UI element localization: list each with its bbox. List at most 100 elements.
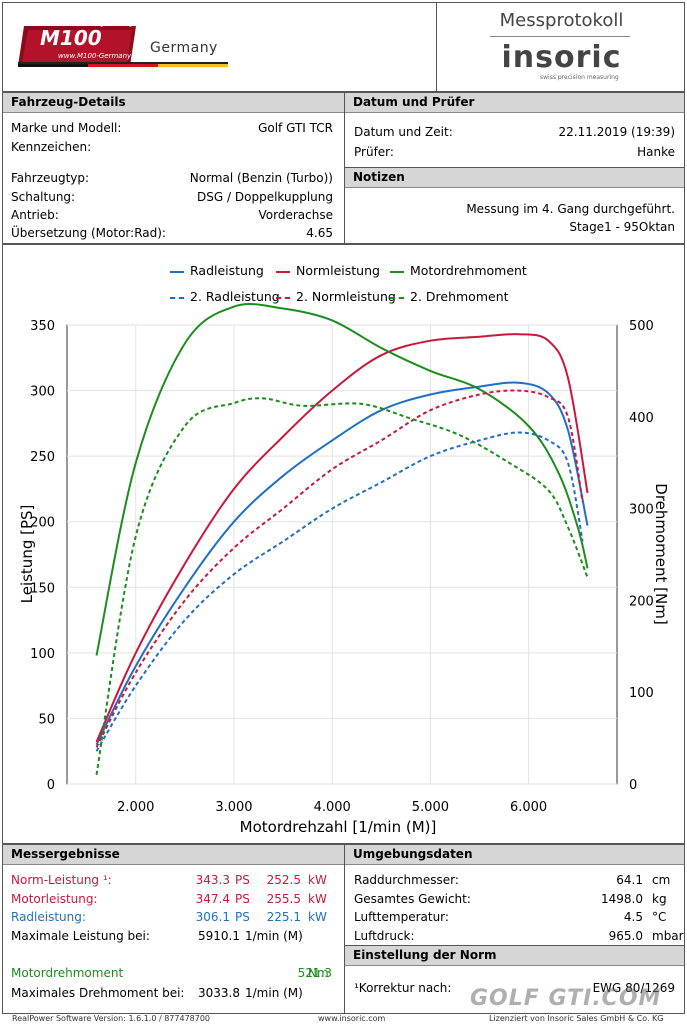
environment-title: Umgebungsdaten bbox=[345, 845, 684, 865]
vehicle-value-drive: Vorderachse bbox=[258, 208, 333, 222]
env-value-temp: 4.5 bbox=[623, 910, 643, 924]
vehicle-value-type: Normal (Benzin (Turbo)) bbox=[189, 171, 333, 185]
y2-tick-label: 0 bbox=[629, 778, 637, 793]
y-tick-label: 250 bbox=[30, 450, 55, 465]
vehicle-value-model: Golf GTI TCR bbox=[258, 121, 333, 135]
date-value: 22.11.2019 (19:39) bbox=[558, 125, 675, 139]
result-label-norm: Norm-Leistung ¹: bbox=[11, 873, 112, 887]
result-kw-norm: 252.5 bbox=[266, 873, 301, 887]
result-ps-engine: 347.4 bbox=[195, 892, 230, 906]
notes-panel bbox=[344, 167, 685, 244]
y2-tick-label: 100 bbox=[629, 686, 654, 701]
result-ps-norm: 343.3 bbox=[195, 873, 230, 887]
y2-tick-label: 400 bbox=[629, 411, 654, 426]
doc-title: Messprotokoll bbox=[499, 10, 624, 31]
footer-website[interactable]: www.insoric.com bbox=[318, 1014, 386, 1023]
result-ps-unit-engine: PS bbox=[235, 892, 250, 906]
m100-logo bbox=[18, 18, 228, 73]
legend-label-normleistung: Normleistung bbox=[296, 263, 380, 278]
vehicle-value-ratio: 4.65 bbox=[306, 226, 333, 240]
y2-tick-label: 300 bbox=[629, 503, 654, 518]
env-label-temp: Lufttemperatur: bbox=[354, 910, 449, 924]
logo-tagline: Software Engineering bbox=[58, 19, 134, 27]
watermark-logo: GOLF GTI.COM bbox=[470, 986, 662, 1011]
results-title: Messergebnisse bbox=[3, 845, 344, 865]
x-tick-label: 5.000 bbox=[412, 800, 449, 815]
y-tick-label: 50 bbox=[38, 712, 55, 727]
vehicle-label-type: Fahrzeugtyp: bbox=[11, 171, 90, 185]
logo-url: www.M100-Germany.de bbox=[58, 52, 142, 60]
legend-label-radleistung2: 2. Radleistung bbox=[190, 289, 280, 304]
legend-label-motordrehmoment: Motordrehmoment bbox=[410, 263, 527, 278]
max-power-label: Maximale Leistung bei: bbox=[11, 929, 150, 943]
norm-panel bbox=[344, 945, 685, 1014]
date-tester-title: Datum und Prüfer bbox=[345, 93, 684, 113]
result-kw-unit-wheel: kW bbox=[308, 910, 327, 924]
vehicle-label-model: Marke und Modell: bbox=[11, 121, 122, 135]
insoric-logo: insoric bbox=[501, 40, 622, 75]
insoric-tagline: swiss precision measuring bbox=[540, 74, 619, 81]
result-kw-unit-engine: kW bbox=[308, 892, 327, 906]
legend-swatch-radleistung bbox=[170, 270, 184, 273]
env-value-weight: 1498.0 bbox=[601, 892, 643, 906]
y2-tick-label: 500 bbox=[629, 319, 654, 334]
max-torque-value: 3033.8 bbox=[198, 986, 240, 1000]
max-power-value: 5910.1 bbox=[198, 929, 240, 943]
series-line-5 bbox=[95, 397, 589, 775]
x-axis-label: Motordrehzahl [1/min (M)] bbox=[240, 818, 437, 836]
tester-value: Hanke bbox=[637, 145, 675, 159]
y-tick-label: 100 bbox=[30, 647, 55, 662]
y-tick-label: 150 bbox=[30, 581, 55, 596]
x-tick-label: 3.000 bbox=[215, 800, 252, 815]
result-kw-unit-norm: kW bbox=[308, 873, 327, 887]
result-ps-wheel: 306.1 bbox=[195, 910, 230, 924]
series-line-0 bbox=[95, 381, 589, 746]
torque-value: 521.3 bbox=[297, 966, 332, 980]
y-tick-label: 200 bbox=[30, 516, 55, 531]
env-unit-wheel: cm bbox=[652, 873, 671, 887]
env-value-pressure: 965.0 bbox=[608, 929, 643, 943]
vehicle-label-plate: Kennzeichen: bbox=[11, 140, 92, 154]
result-label-wheel: Radleistung: bbox=[11, 910, 86, 924]
footer-license: Lizenziert von Insoric Sales GmbH & Co. … bbox=[489, 1014, 664, 1023]
x-tick-label: 6.000 bbox=[510, 800, 547, 815]
title-rule bbox=[490, 36, 630, 37]
legend-radleistung: Radleistung bbox=[170, 263, 264, 278]
env-label-weight: Gesamtes Gewicht: bbox=[354, 892, 471, 906]
plot-area bbox=[66, 324, 618, 785]
notes-title: Notizen bbox=[345, 168, 684, 188]
legend-swatch-drehmoment2 bbox=[390, 296, 404, 299]
result-kw-engine: 255.5 bbox=[266, 892, 301, 906]
env-label-pressure: Luftdruck: bbox=[354, 929, 415, 943]
torque-label: Motordrehmoment bbox=[11, 966, 124, 980]
chart-panel bbox=[2, 244, 685, 844]
env-unit-weight: kg bbox=[652, 892, 667, 906]
max-torque-unit: 1/min (M) bbox=[245, 986, 303, 1000]
norm-value: EWG 80/1269 bbox=[592, 981, 675, 995]
vehicle-details-title: Fahrzeug-Details bbox=[3, 93, 344, 113]
env-unit-temp: °C bbox=[652, 910, 667, 924]
y-tick-label: 0 bbox=[47, 778, 55, 793]
notes-line-2: Stage1 - 95Oktan bbox=[569, 220, 675, 234]
norm-title: Einstellung der Norm bbox=[345, 946, 684, 966]
env-value-wheel: 64.1 bbox=[616, 873, 643, 887]
y-tick-label: 300 bbox=[30, 385, 55, 400]
legend-normleistung2: 2. Normleistung bbox=[276, 289, 396, 304]
footer-version: RealPower Software Version: 1.6.1.0 / 87… bbox=[12, 1014, 211, 1023]
logo-country: Germany bbox=[150, 40, 218, 56]
result-ps-unit-wheel: PS bbox=[235, 910, 250, 924]
env-unit-pressure: mbar bbox=[652, 929, 684, 943]
result-ps-unit-norm: PS bbox=[235, 873, 250, 887]
x-tick-label: 2.000 bbox=[117, 800, 154, 815]
y2-axis-label: Drehmoment [Nm] bbox=[652, 483, 670, 624]
norm-label: ¹Korrektur nach: bbox=[354, 981, 452, 995]
vehicle-label-gearbox: Schaltung: bbox=[11, 190, 76, 204]
max-power-unit: 1/min (M) bbox=[245, 929, 303, 943]
legend-label-radleistung: Radleistung bbox=[190, 263, 264, 278]
y-tick-label: 350 bbox=[30, 319, 55, 334]
legend-radleistung2: 2. Radleistung bbox=[170, 289, 280, 304]
max-torque-label: Maximales Drehmoment bei: bbox=[11, 986, 185, 1000]
legend-swatch-motordrehmoment bbox=[390, 270, 404, 273]
y2-tick-label: 200 bbox=[629, 594, 654, 609]
tester-label: Prüfer: bbox=[354, 145, 394, 159]
